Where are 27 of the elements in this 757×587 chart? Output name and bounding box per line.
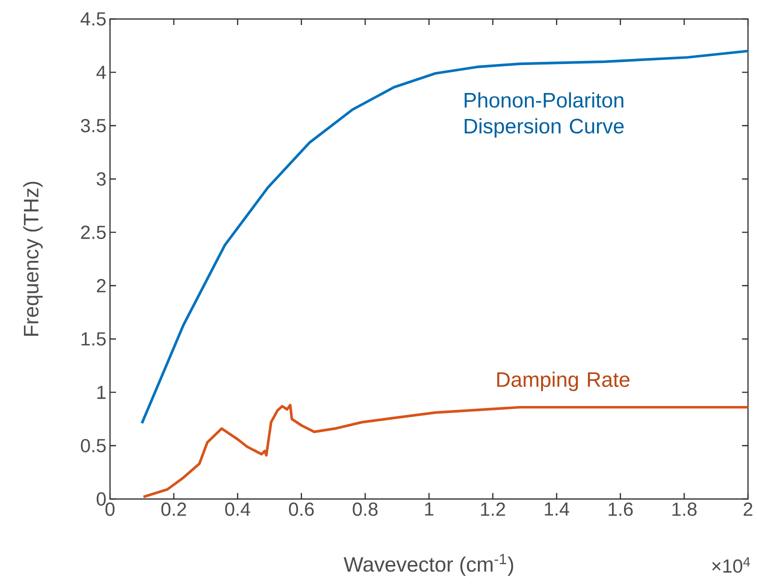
x-tick-label: 1.6 xyxy=(608,502,633,516)
x-axis-title: Wavevector (cm$^{-1}$) xyxy=(344,554,514,576)
y-tick-label: 4 xyxy=(96,66,106,79)
x-tick-label: 2 xyxy=(744,502,752,516)
y-tick-label: 0 xyxy=(96,492,106,506)
x-tick-label: 0 xyxy=(105,502,115,516)
x-tick-label: 0.2 xyxy=(161,502,186,516)
series-label: Damping Rate xyxy=(497,372,630,392)
y-tick-label: 0.5 xyxy=(80,438,106,452)
y-tick-label: 1 xyxy=(97,386,106,399)
y-tick-label: 3.5 xyxy=(80,118,106,132)
y-tick-label: 3 xyxy=(96,172,106,186)
x-tick-label: 1.2 xyxy=(481,502,506,516)
x-tick-label: 0.6 xyxy=(288,502,314,516)
y-tick-label: 2.5 xyxy=(81,226,106,240)
x-tick-label: 0.8 xyxy=(352,502,378,516)
series-label: Phonon-Polariton Dispersion Curve xyxy=(464,92,624,138)
y-tick-label: 2 xyxy=(96,279,106,292)
y-tick-label: 1.5 xyxy=(82,332,106,346)
x-tick-label: 1 xyxy=(425,502,434,516)
x-tick-label: 0.4 xyxy=(225,502,250,516)
text: ×10$^{4}$ xyxy=(712,557,750,573)
y-tick-label: 4.5 xyxy=(80,12,106,26)
y-axis-title: Frequency (THz) xyxy=(23,182,43,336)
x-tick-label: 1.4 xyxy=(544,502,570,516)
line-series xyxy=(140,50,750,425)
x-tick-label: 1.8 xyxy=(672,502,697,516)
